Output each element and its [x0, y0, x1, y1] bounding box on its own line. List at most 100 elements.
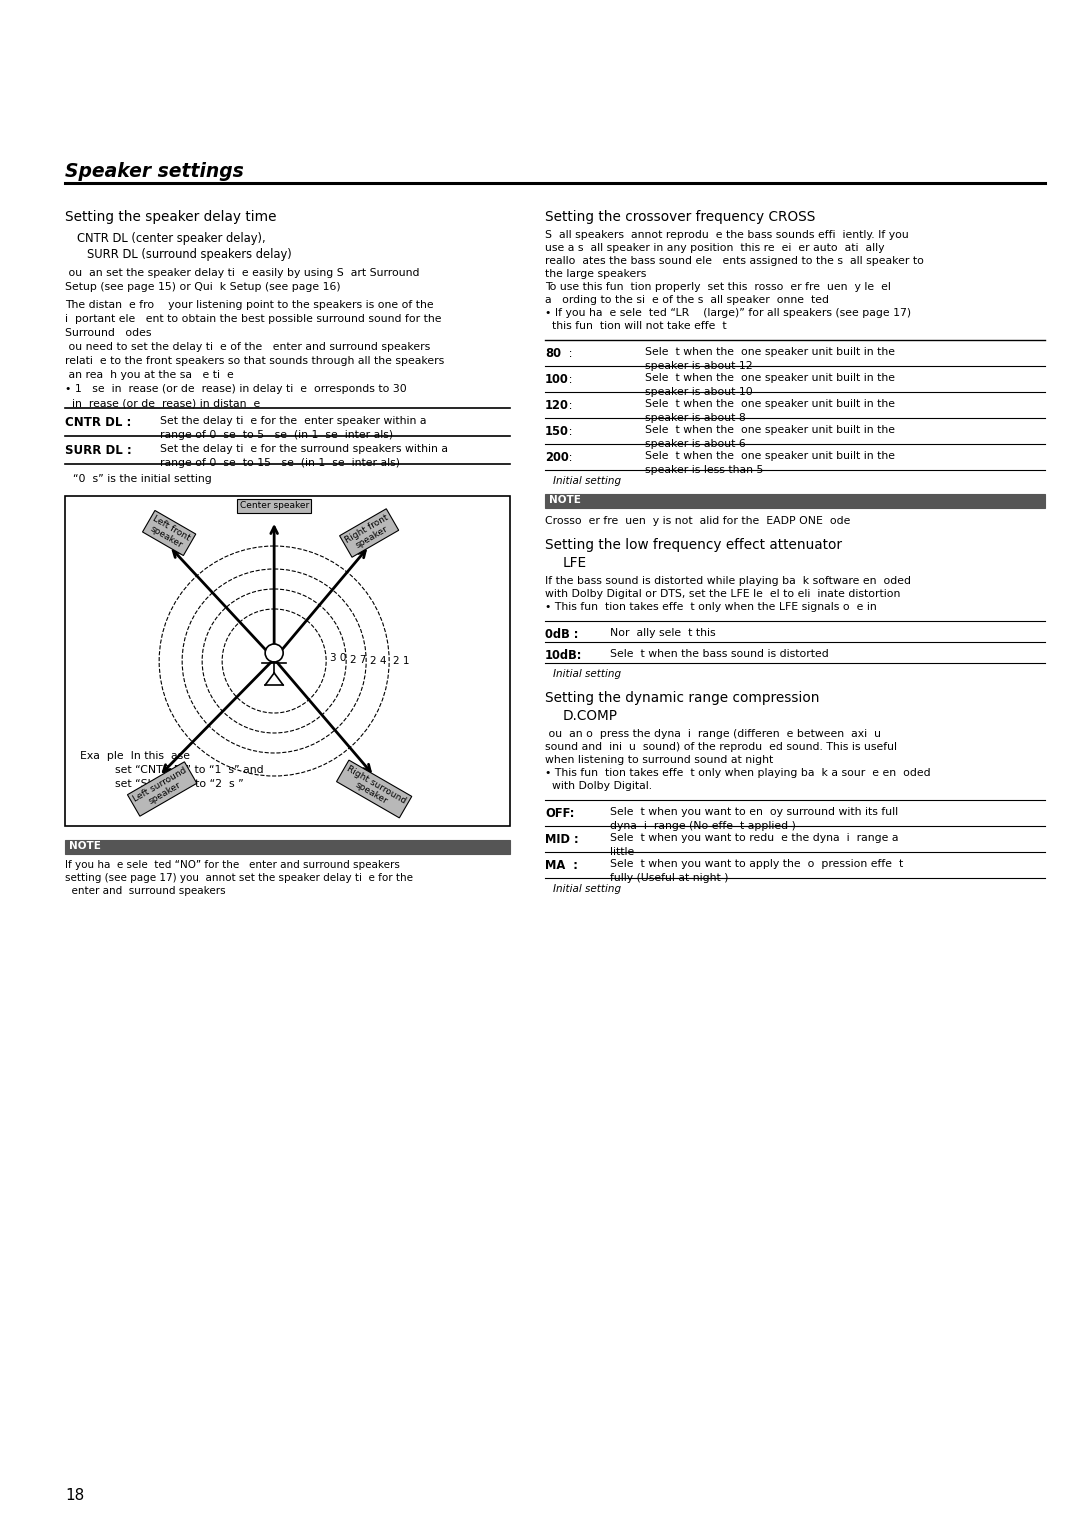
Text: To use this fun  tion properly  set this  rosso  er fre  uen  y le  el: To use this fun tion properly set this r…	[545, 282, 891, 292]
Text: setting (see page 17) you  annot set the speaker delay ti  e for the: setting (see page 17) you annot set the …	[65, 873, 413, 883]
Text: in  rease (or de  rease) in distan  e: in rease (or de rease) in distan e	[65, 398, 260, 407]
Text: D.COMP: D.COMP	[563, 709, 618, 723]
Text: Sele  t when the  one speaker unit built in the: Sele t when the one speaker unit built i…	[645, 348, 895, 357]
Text: • If you ha  e sele  ted “LR    (large)” for all speakers (see page 17): • If you ha e sele ted “LR (large)” for …	[545, 308, 912, 318]
Text: 0dB :: 0dB :	[545, 628, 579, 641]
Text: Set the delay ti  e for the  enter speaker within a: Set the delay ti e for the enter speaker…	[160, 416, 427, 426]
Text: Setting the crossover frequency CROSS: Setting the crossover frequency CROSS	[545, 210, 815, 224]
Text: If the bass sound is distorted while playing ba  k software en  oded: If the bass sound is distorted while pla…	[545, 576, 912, 586]
Text: Initial setting: Initial setting	[553, 476, 621, 485]
Text: Left surround
speaker: Left surround speaker	[131, 766, 193, 813]
Text: SURR DL :: SURR DL :	[65, 444, 132, 456]
Text: Right surround
speaker: Right surround speaker	[340, 764, 408, 814]
Text: Setting the speaker delay time: Setting the speaker delay time	[65, 210, 276, 224]
Text: dyna  i  range (No effe  t applied ): dyna i range (No effe t applied )	[610, 821, 796, 831]
Text: 2 4: 2 4	[370, 655, 387, 666]
Text: relati  e to the front speakers so that sounds through all the speakers: relati e to the front speakers so that s…	[65, 357, 444, 366]
Text: • This fun  tion takes effe  t only when playing ba  k a sour  e en  oded: • This fun tion takes effe t only when p…	[545, 769, 931, 778]
Text: set “CNTR DL” to “1  s” and: set “CNTR DL” to “1 s” and	[114, 766, 264, 775]
Text: reallo  ates the bass sound ele   ents assigned to the s  all speaker to: reallo ates the bass sound ele ents assi…	[545, 256, 923, 266]
Text: MID :: MID :	[545, 833, 579, 847]
Text: speaker is less than 5: speaker is less than 5	[645, 465, 764, 475]
Text: :: :	[565, 348, 572, 360]
Text: i  portant ele   ent to obtain the best possible surround sound for the: i portant ele ent to obtain the best pos…	[65, 314, 442, 325]
Text: Crosso  er fre  uen  y is not  alid for the  EADP ONE  ode: Crosso er fre uen y is not alid for the …	[545, 516, 850, 527]
Text: little: little	[610, 847, 634, 857]
Text: set “SURR DL” to “2  s ”: set “SURR DL” to “2 s ”	[114, 779, 244, 788]
Text: SURR DL (surround speakers delay): SURR DL (surround speakers delay)	[87, 248, 292, 260]
Text: • 1   se  in  rease (or de  rease) in delay ti  e  orresponds to 30: • 1 se in rease (or de rease) in delay t…	[65, 384, 407, 393]
Text: Set the delay ti  e for the surround speakers within a: Set the delay ti e for the surround spea…	[160, 444, 448, 455]
Text: CNTR DL (center speaker delay),: CNTR DL (center speaker delay),	[77, 233, 266, 245]
Text: with Dolby Digital or DTS, set the LFE le  el to eli  inate distortion: with Dolby Digital or DTS, set the LFE l…	[545, 589, 901, 599]
Circle shape	[266, 645, 283, 661]
Text: Surround   odes: Surround odes	[65, 328, 151, 338]
Text: range of 0  se  to 5   se  (in 1  se  inter als): range of 0 se to 5 se (in 1 se inter als…	[160, 430, 393, 439]
Text: Exa  ple  In this  ase: Exa ple In this ase	[80, 752, 190, 761]
Text: The distan  e fro    your listening point to the speakers is one of the: The distan e fro your listening point to…	[65, 300, 434, 309]
Text: this fun  tion will not take effe  t: this fun tion will not take effe t	[545, 322, 727, 331]
Text: 80: 80	[545, 348, 561, 360]
Text: “0  s” is the initial setting: “0 s” is the initial setting	[73, 475, 212, 484]
Bar	[65, 496, 510, 827]
Text: 120: 120	[545, 400, 569, 412]
Text: sound and  ini  u  sound) of the reprodu  ed sound. This is useful: sound and ini u sound) of the reprodu ed…	[545, 743, 897, 752]
Text: • This fun  tion takes effe  t only when the LFE signals o  e in: • This fun tion takes effe t only when t…	[545, 602, 877, 612]
Text: Sele  t when the  one speaker unit built in the: Sele t when the one speaker unit built i…	[645, 400, 895, 409]
Text: Sele  t when you want to en  oy surround with its full: Sele t when you want to en oy surround w…	[610, 807, 899, 818]
Text: Nor  ally sele  t this: Nor ally sele t this	[610, 628, 716, 638]
Text: :: :	[565, 426, 572, 438]
Text: 150: 150	[545, 426, 569, 438]
Text: Initial setting: Initial setting	[553, 883, 621, 894]
Text: speaker is about 12: speaker is about 12	[645, 361, 753, 371]
Text: ou need to set the delay ti  e of the   enter and surround speakers: ou need to set the delay ti e of the ent…	[65, 341, 430, 352]
Text: a   ording to the si  e of the s  all speaker  onne  ted: a ording to the si e of the s all speake…	[545, 295, 829, 305]
Text: Center speaker: Center speaker	[240, 502, 309, 510]
Text: Initial setting: Initial setting	[553, 669, 621, 680]
Text: an rea  h you at the sa   e ti  e: an rea h you at the sa e ti e	[65, 371, 233, 380]
Text: when listening to surround sound at night: when listening to surround sound at nigh…	[545, 755, 773, 766]
Text: 2 7: 2 7	[350, 655, 366, 664]
Text: with Dolby Digital.: with Dolby Digital.	[545, 781, 652, 792]
Text: 18: 18	[65, 1488, 84, 1503]
Bar	[545, 495, 1045, 508]
Text: 3 0: 3 0	[330, 654, 347, 663]
Text: Sele  t when you want to redu  e the dyna  i  range a: Sele t when you want to redu e the dyna …	[610, 833, 899, 844]
Text: enter and  surround speakers: enter and surround speakers	[65, 886, 226, 896]
Text: range of 0  se  to 15   se  (in 1  se  inter als): range of 0 se to 15 se (in 1 se inter al…	[160, 458, 400, 468]
Text: speaker is about 8: speaker is about 8	[645, 413, 746, 423]
Text: 200: 200	[545, 452, 569, 464]
Text: MA  :: MA :	[545, 859, 578, 873]
Text: :: :	[565, 452, 572, 464]
Text: Sele  t when the  one speaker unit built in the: Sele t when the one speaker unit built i…	[645, 426, 895, 435]
Text: fully (Useful at night ): fully (Useful at night )	[610, 873, 729, 883]
Text: CNTR DL :: CNTR DL :	[65, 416, 132, 429]
Text: :: :	[565, 400, 572, 412]
Text: ou  an set the speaker delay ti  e easily by using S  art Surround: ou an set the speaker delay ti e easily …	[65, 268, 419, 279]
Text: S  all speakers  annot reprodu  e the bass sounds effi  iently. If you: S all speakers annot reprodu e the bass …	[545, 230, 908, 240]
Text: LFE: LFE	[563, 556, 588, 570]
Text: ou  an o  press the dyna  i  range (differen  e between  axi  u: ou an o press the dyna i range (differen…	[545, 729, 881, 739]
Text: speaker is about 10: speaker is about 10	[645, 387, 753, 397]
Text: use a s  all speaker in any position  this re  ei  er auto  ati  ally: use a s all speaker in any position this…	[545, 243, 885, 253]
Text: 2 1: 2 1	[393, 655, 409, 666]
Text: NOTE: NOTE	[549, 495, 581, 505]
Text: OFF:: OFF:	[545, 807, 575, 821]
Bar	[65, 841, 510, 854]
Text: Setup (see page 15) or Qui  k Setup (see page 16): Setup (see page 15) or Qui k Setup (see …	[65, 282, 340, 292]
Text: If you ha  e sele  ted “NO” for the   enter and surround speakers: If you ha e sele ted “NO” for the enter …	[65, 860, 400, 870]
Text: Speaker settings: Speaker settings	[65, 162, 244, 181]
Text: Sele  t when the  one speaker unit built in the: Sele t when the one speaker unit built i…	[645, 452, 895, 461]
Text: Sele  t when the bass sound is distorted: Sele t when the bass sound is distorted	[610, 649, 828, 658]
Text: :: :	[565, 374, 572, 386]
Text: Setting the low frequency effect attenuator: Setting the low frequency effect attenua…	[545, 537, 842, 553]
Text: speaker is about 6: speaker is about 6	[645, 439, 746, 449]
Text: the large speakers: the large speakers	[545, 269, 646, 279]
Text: Setting the dynamic range compression: Setting the dynamic range compression	[545, 690, 820, 704]
Text: Right front
speaker: Right front speaker	[343, 513, 395, 554]
Text: Sele  t when the  one speaker unit built in the: Sele t when the one speaker unit built i…	[645, 374, 895, 383]
Text: NOTE: NOTE	[69, 841, 100, 851]
Text: 100: 100	[545, 374, 569, 386]
Text: Left front
speaker: Left front speaker	[146, 514, 192, 551]
Text: 10dB:: 10dB:	[545, 649, 582, 661]
